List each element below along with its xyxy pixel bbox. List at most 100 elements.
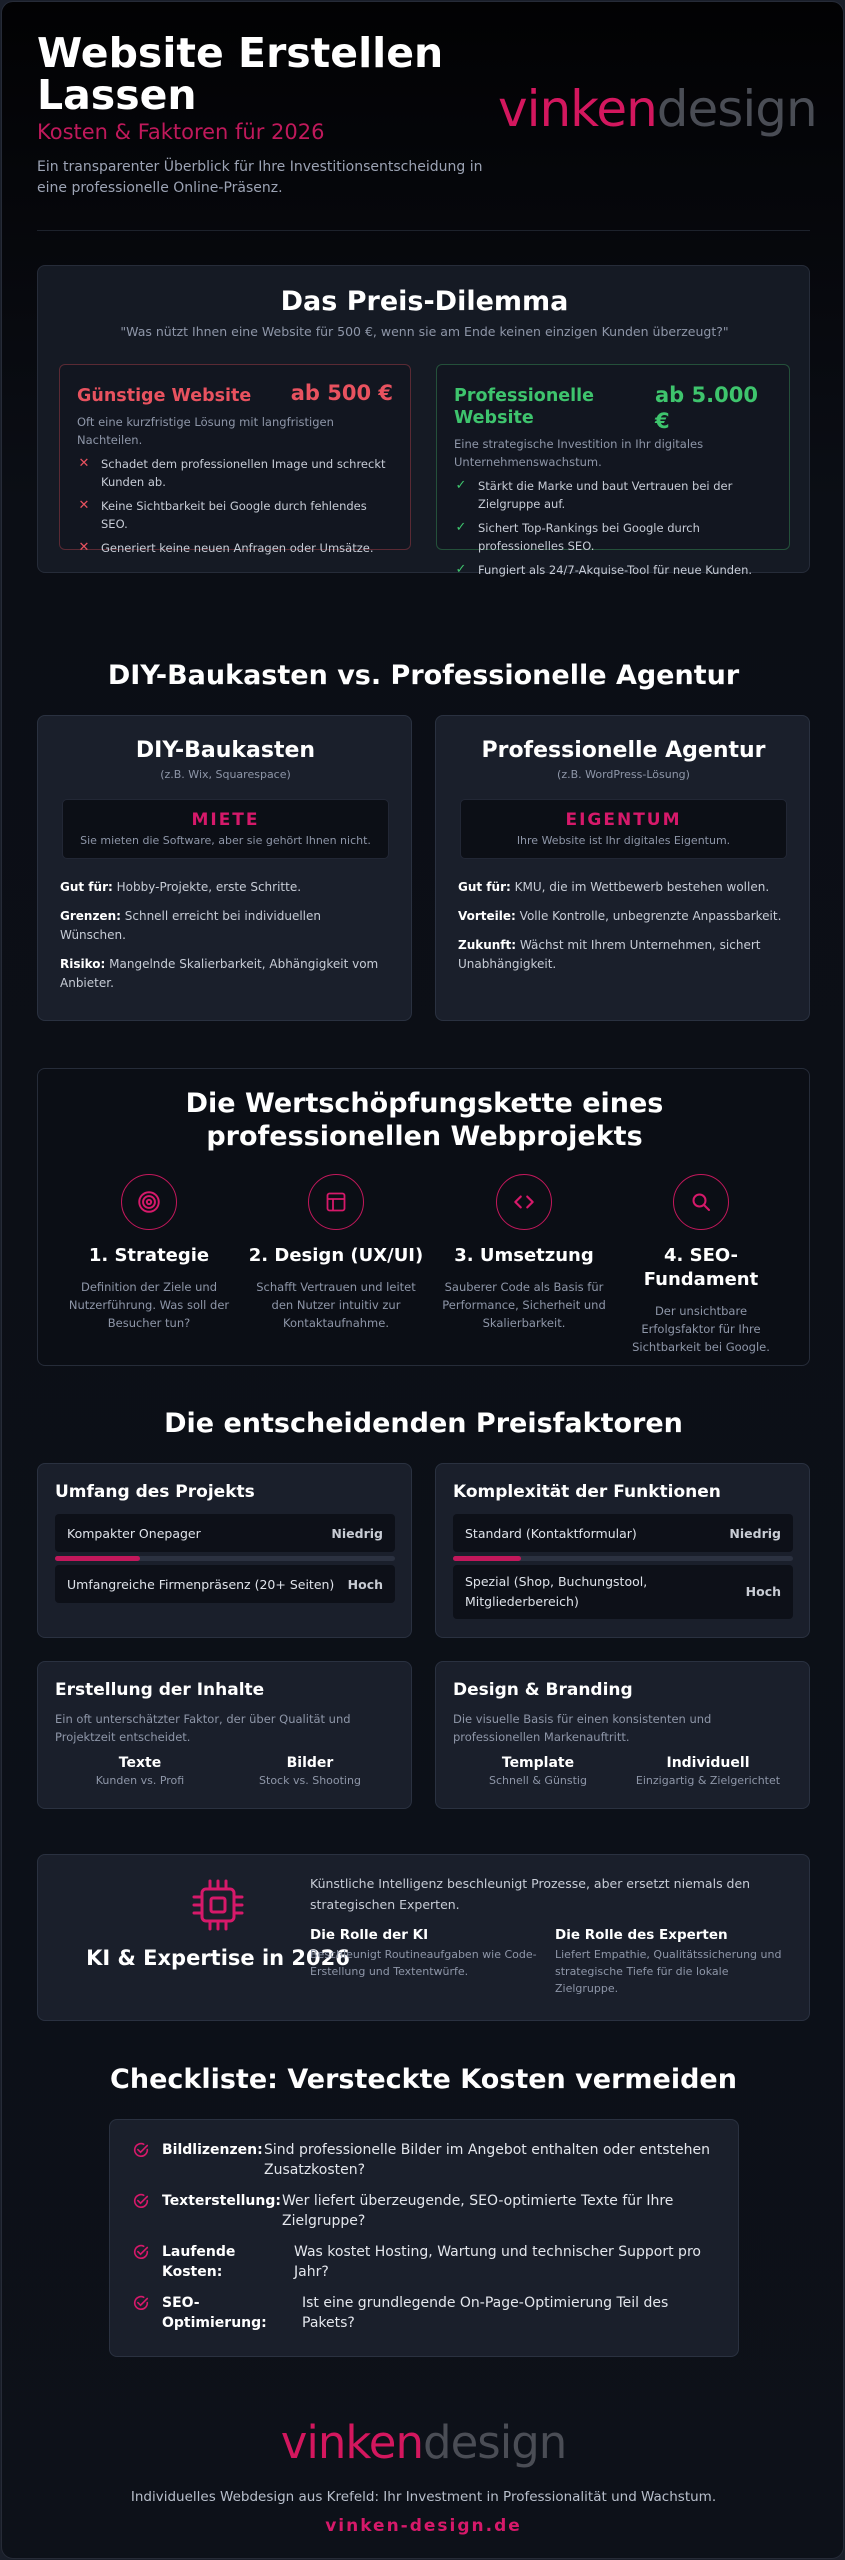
scope-row-low: Kompakter Onepager Niedrig bbox=[55, 1514, 395, 1552]
list-item: ✓ Stärkt die Marke und baut Vertrauen bei… bbox=[455, 478, 733, 511]
step-title: 1. Strategie bbox=[88, 1245, 210, 1266]
content-card: Erstellung der Inhalte Ein oft unterschä… bbox=[37, 1661, 412, 1809]
cross-icon: ✕ bbox=[78, 540, 90, 555]
page-subtitle: Kosten & Faktoren für 2026 bbox=[37, 120, 325, 144]
content-texts: Texte Kunden vs. Profi bbox=[95, 1755, 185, 1787]
diy-rent-badge: MIETE Sie mieten die Software, aber sie … bbox=[62, 799, 389, 859]
target-icon bbox=[121, 1174, 177, 1230]
checklist-item: Laufende Kosten: Was kostet Hosting, Wart… bbox=[132, 2242, 722, 2282]
check-icon: ✓ bbox=[455, 520, 467, 535]
search-icon bbox=[673, 1174, 729, 1230]
pro-website-title: Professionelle Website bbox=[454, 386, 595, 428]
list-item: ✓ Sichert Top-Rankings bei Google durch p… bbox=[455, 520, 700, 553]
complexity-title: Komplexität der Funktionen bbox=[453, 1482, 721, 1502]
list-item: ✓ Fungiert als 24/7-Akquise-Tool für neue… bbox=[455, 562, 753, 577]
cheap-website-card: Günstige Website ab 500 € Oft eine kurzf… bbox=[59, 364, 411, 555]
branding-custom: Individuell Einzigartig & Zielgerichtet bbox=[635, 1755, 781, 1787]
check-circle-icon bbox=[133, 2142, 149, 2158]
detail-row: Grenzen: Schnell erreicht bei individuel… bbox=[60, 909, 321, 942]
checklist-item: Texterstellung: Wer liefert überzeugende,… bbox=[132, 2191, 722, 2231]
step-desc: Definition der Ziele und Nutzerführung. … bbox=[68, 1280, 230, 1330]
scope-title: Umfang des Projekts bbox=[55, 1482, 255, 1502]
step-title: 4. SEO-Fundament bbox=[643, 1245, 759, 1290]
check-circle-icon bbox=[133, 2193, 149, 2209]
price-dilemma-section: Das Preis-Dilemma "Was nützt Ihnen eine … bbox=[37, 265, 810, 577]
layout-icon bbox=[308, 1174, 364, 1230]
scope-level-bar bbox=[55, 1556, 395, 1561]
diy-badge-sub: Sie mieten die Software, aber sie gehört… bbox=[80, 834, 371, 847]
footer-url-link[interactable]: vinken-design.de bbox=[325, 2516, 522, 2536]
content-title: Erstellung der Inhalte bbox=[55, 1680, 265, 1700]
check-circle-icon bbox=[133, 2244, 149, 2260]
agency-card: Professionelle Agentur (z.B. WordPress-L… bbox=[435, 715, 810, 1021]
logo-part-vinken: vinken bbox=[280, 2416, 424, 2469]
branding-card: Design & Branding Die visuelle Basis für… bbox=[435, 1661, 810, 1809]
step-desc: Schafft Vertrauen und leitet den Nutzer … bbox=[256, 1280, 416, 1330]
detail-row: Risiko: Mangelnde Skalierbarkeit, Abhäng… bbox=[60, 957, 379, 990]
check-icon: ✓ bbox=[455, 478, 467, 493]
cheap-website-title: Günstige Website bbox=[77, 386, 252, 406]
cross-icon: ✕ bbox=[78, 498, 90, 513]
chain-step-seo: 4. SEO-Fundament Der unsichtbare Erfolgs… bbox=[621, 1174, 781, 1356]
step-desc: Sauberer Code als Basis für Performance,… bbox=[442, 1280, 606, 1330]
price-factors-title: Die entscheidenden Preisfaktoren bbox=[164, 1408, 683, 1439]
cheap-website-desc: Oft eine kurzfristige Lösung mit langfri… bbox=[77, 415, 334, 447]
dilemma-quote: "Was nützt Ihnen eine Website für 500 €,… bbox=[120, 324, 729, 339]
scope-level-fill bbox=[55, 1556, 140, 1561]
footer-tagline: Individuelles Webdesign aus Krefeld: Ihr… bbox=[130, 2489, 717, 2505]
pro-website-desc: Eine strategische Investition in Ihr dig… bbox=[454, 437, 704, 469]
check-circle-icon bbox=[133, 2295, 149, 2311]
pro-website-card: Professionelle Website ab 5.000 € Eine s… bbox=[436, 364, 790, 577]
pro-website-list: ✓ Stärkt die Marke und baut Vertrauen bei… bbox=[454, 477, 774, 585]
diy-badge-title: MIETE bbox=[191, 810, 260, 830]
checklist-item: Bildlizenzen: Sind professionelle Bilder … bbox=[132, 2140, 722, 2180]
agency-title: Professionelle Agentur bbox=[481, 738, 766, 763]
step-title: 3. Umsetzung bbox=[454, 1245, 594, 1266]
cheap-website-price: ab 500 € bbox=[290, 381, 393, 405]
agency-badge-sub: Ihre Website ist Ihr digitales Eigentum. bbox=[516, 834, 731, 847]
scope-row-high: Umfangreiche Firmenpräsenz (20+ Seiten) H… bbox=[55, 1565, 395, 1603]
logo-part-design: design bbox=[423, 2416, 567, 2469]
agency-own-badge: EIGENTUM Ihre Website ist Ihr digitales … bbox=[460, 799, 787, 859]
complexity-level-bar bbox=[453, 1556, 793, 1561]
pro-website-price: ab 5.000 € bbox=[655, 383, 758, 433]
header-logo: vinkendesign bbox=[498, 80, 818, 138]
ai-role-expert: Die Rolle des Experten Liefert Empathie,… bbox=[555, 1927, 782, 1995]
value-chain-section: Die Wertschöpfungskette eines profession… bbox=[37, 1068, 810, 1366]
page-description: Ein transparenter Überblick für Ihre Inv… bbox=[37, 159, 483, 196]
agency-subtitle: (z.B. WordPress-Lösung) bbox=[557, 768, 690, 781]
divider bbox=[37, 230, 810, 231]
branding-template: Template Schnell & Günstig bbox=[489, 1755, 587, 1787]
step-title: 2. Design (UX/UI) bbox=[248, 1245, 424, 1266]
scope-card: Umfang des Projekts Kompakter Onepager Ni… bbox=[37, 1463, 412, 1638]
ai-intro: Künstliche Intelligenz beschleunigt Proz… bbox=[310, 1876, 751, 1912]
ai-title: KI & Expertise in 2026 bbox=[86, 1946, 350, 1970]
ai-section: KI & Expertise in 2026 Künstliche Intell… bbox=[37, 1854, 810, 2021]
list-item: ✕ Schadet dem professionellen Image und s… bbox=[78, 456, 386, 489]
logo-part-design: design bbox=[656, 80, 818, 138]
detail-row: Vorteile: Volle Kontrolle, unbegrenzte A… bbox=[458, 909, 782, 923]
branding-desc: Die visuelle Basis für einen konsistente… bbox=[453, 1712, 712, 1744]
footer-logo: vinkendesign bbox=[2, 2416, 843, 2469]
complexity-card: Komplexität der Funktionen Standard (Kon… bbox=[435, 1463, 810, 1638]
step-desc: Der unsichtbare Erfolgsfaktor für Ihre S… bbox=[632, 1304, 770, 1354]
value-chain-title: Die Wertschöpfungskette eines profession… bbox=[185, 1088, 664, 1152]
agency-details: Gut für: KMU, die im Wettbewerb bestehen… bbox=[458, 878, 793, 974]
detail-row: Gut für: Hobby-Projekte, erste Schritte. bbox=[60, 880, 302, 894]
content-images: Bilder Stock vs. Shooting bbox=[259, 1755, 361, 1787]
checklist-card: Bildlizenzen: Sind professionelle Bilder … bbox=[109, 2119, 739, 2357]
check-icon: ✓ bbox=[455, 562, 467, 577]
dilemma-title: Das Preis-Dilemma bbox=[280, 286, 569, 317]
diy-subtitle: (z.B. Wix, Squarespace) bbox=[160, 768, 291, 781]
branding-title: Design & Branding bbox=[453, 1680, 633, 1700]
chain-step-design: 2. Design (UX/UI) Schafft Vertrauen und … bbox=[246, 1174, 426, 1332]
list-item: ✕ Keine Sichtbarkeit bei Google durch feh… bbox=[78, 498, 367, 531]
diy-card: DIY-Baukasten (z.B. Wix, Squarespace) MI… bbox=[37, 715, 412, 1021]
diy-details: Gut für: Hobby-Projekte, erste Schritte.… bbox=[60, 878, 390, 993]
complexity-level-fill bbox=[453, 1556, 521, 1561]
list-item: ✕ Generiert keine neuen Anfragen oder Ums… bbox=[78, 540, 374, 555]
page-title: Website Erstellen Lassen bbox=[37, 29, 444, 119]
chain-step-implementation: 3. Umsetzung Sauberer Code als Basis für… bbox=[434, 1174, 614, 1332]
agency-badge-title: EIGENTUM bbox=[565, 810, 682, 830]
